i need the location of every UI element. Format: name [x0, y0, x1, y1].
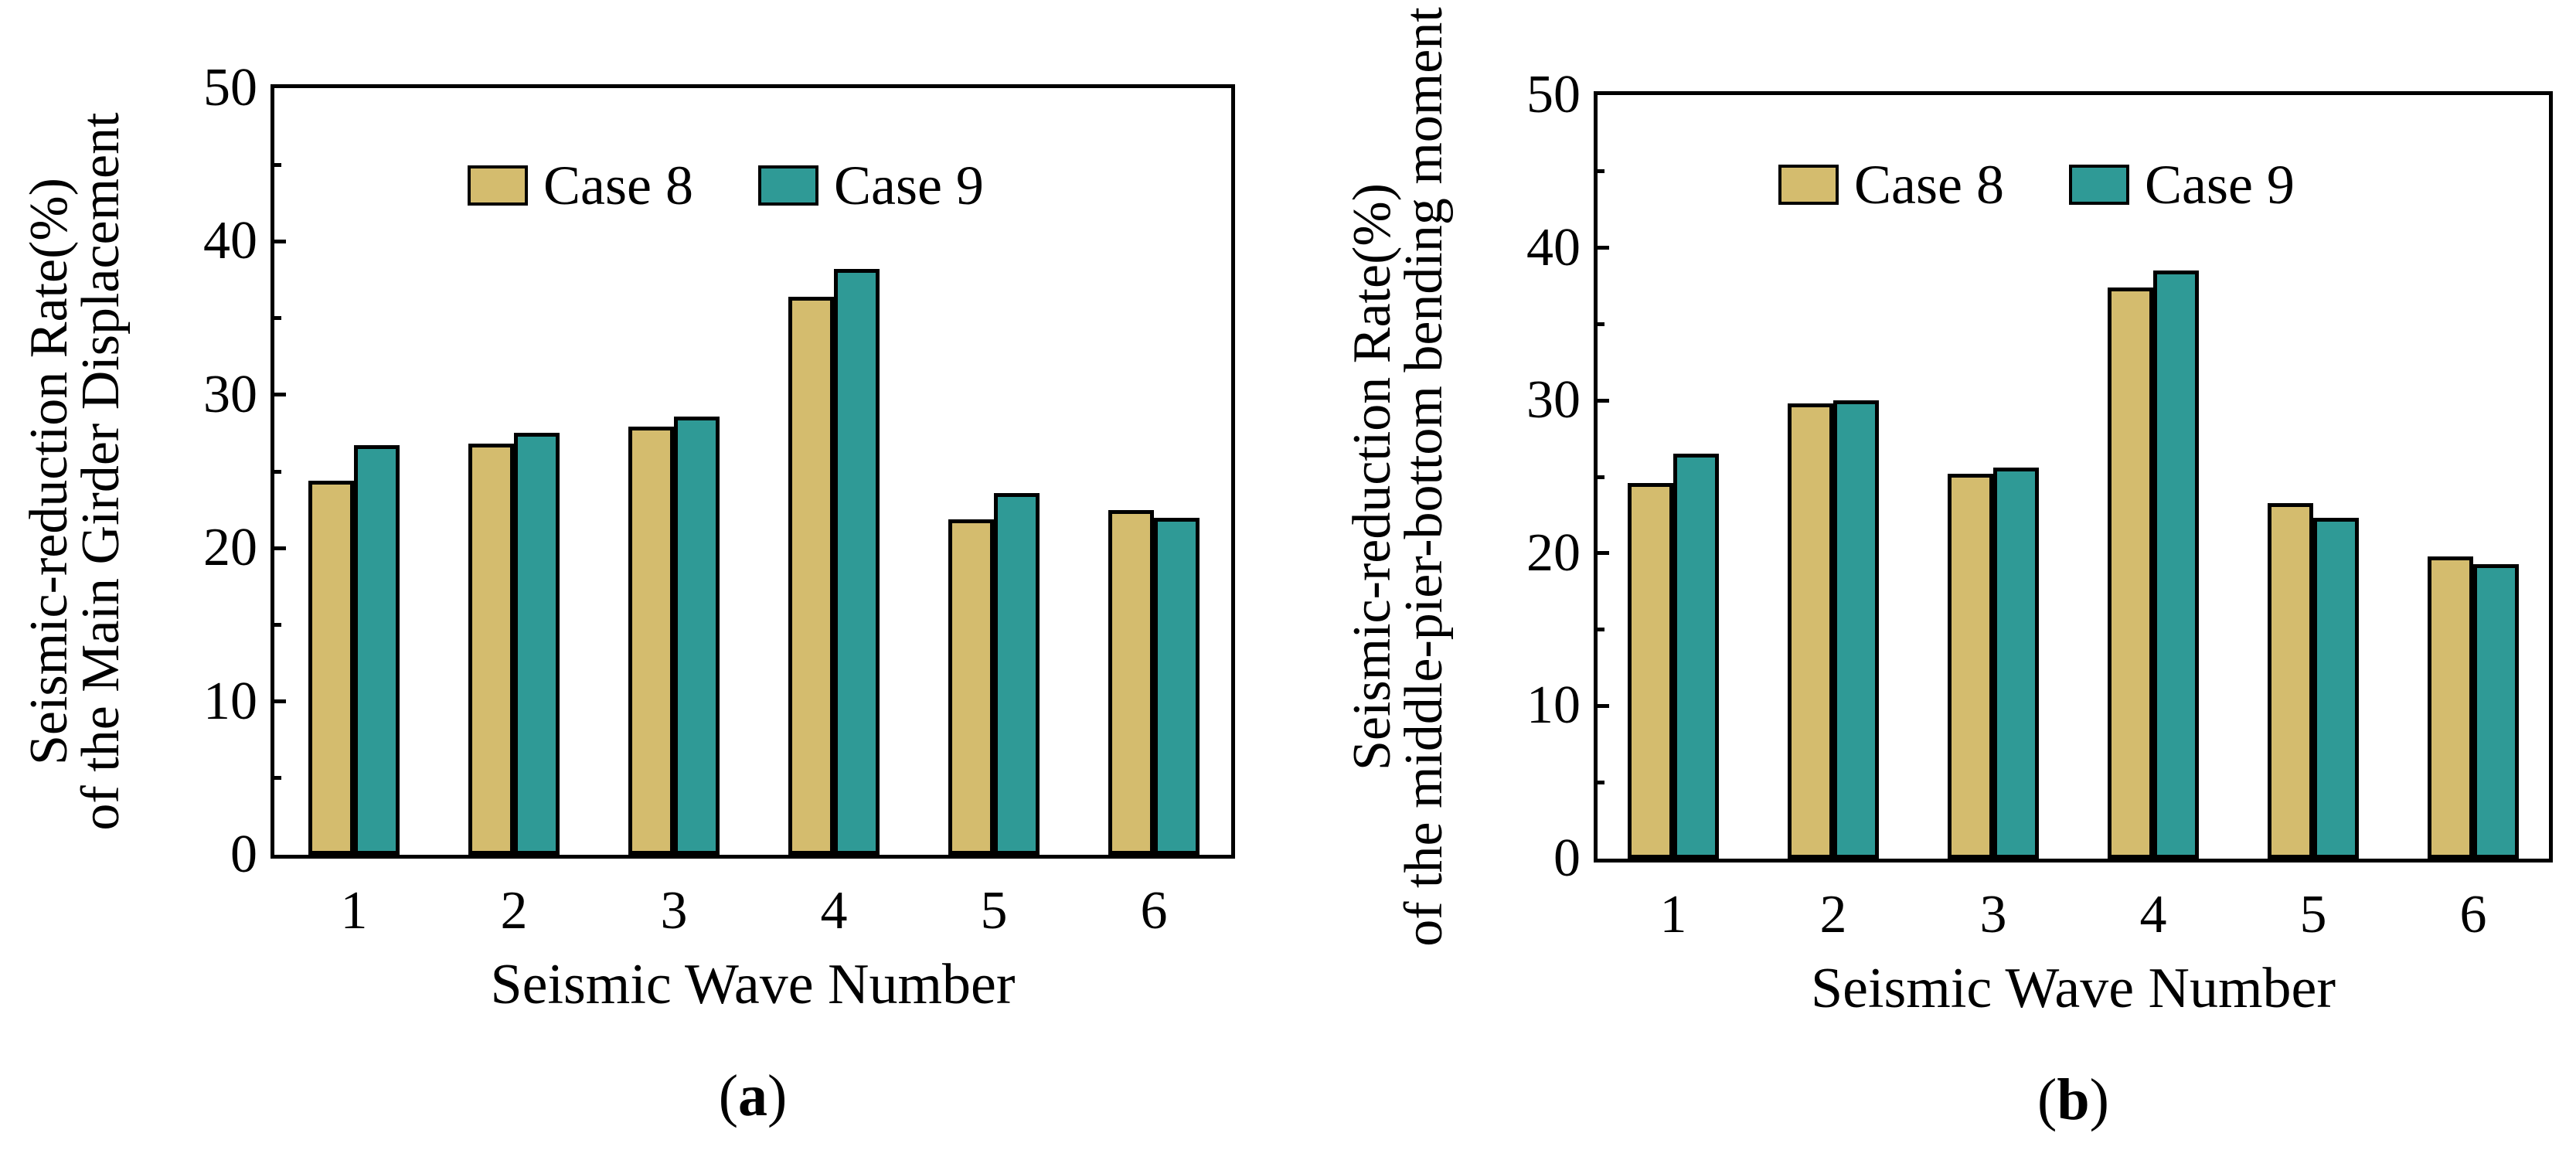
plot-area-b: Seismic-reduction Rate(%) of the middle-…	[1342, 7, 2553, 1132]
bar-case9-wave6	[1154, 518, 1200, 855]
y-major-tick	[1598, 246, 1609, 250]
bar-case9-wave3	[1993, 468, 2039, 859]
legend-entry-case9: Case 9	[757, 155, 984, 216]
panel-label-a: (a)	[274, 1062, 1231, 1130]
bar-case8-wave2	[468, 444, 514, 855]
panel-label-b-open: (	[2037, 1067, 2057, 1132]
bar-case8-wave3	[1948, 474, 1993, 859]
bar-case8-wave1	[308, 481, 354, 855]
legend-entry-case8: Case 8	[468, 155, 693, 216]
y-tick-label: 50	[203, 58, 257, 117]
y-major-tick	[1598, 703, 1609, 708]
panel-label-a-open: (	[718, 1063, 738, 1128]
y-minor-tick	[274, 776, 281, 781]
y-axis-title-a: Seismic-reduction Rate(%) of the Main Gi…	[19, 112, 131, 831]
bar-case9-wave2	[1833, 400, 1879, 859]
x-tick-label: 4	[2139, 885, 2167, 944]
bar-case9-wave1	[354, 445, 400, 855]
legend-label-case9: Case 9	[2144, 154, 2295, 216]
legend-label-case9: Case 9	[833, 155, 984, 216]
bar-case9-wave4	[2153, 270, 2199, 859]
plot-area-a: Seismic-reduction Rate(%) of the Main Gi…	[19, 58, 1235, 1128]
x-tick-label: 4	[820, 881, 848, 941]
bar-case9-wave3	[674, 417, 720, 855]
panel-label-b-letter: b	[2057, 1067, 2090, 1132]
legend-label-case8: Case 8	[1854, 154, 2004, 216]
y-tick-label: 30	[1526, 370, 1581, 430]
y-tick-label: 20	[203, 518, 257, 578]
y-tick-label: 40	[1526, 217, 1581, 277]
bar-case8-wave6	[1108, 510, 1154, 855]
y-tick-label: 0	[230, 825, 257, 884]
y-axis-title-b: Seismic-reduction Rate(%) of the middle-…	[1342, 7, 1454, 947]
bar-case9-wave5	[994, 493, 1040, 855]
y-tick-label: 40	[203, 211, 257, 271]
panel-label-b: (b)	[1598, 1066, 2549, 1134]
y-axis-title-a-line2: of the Main Girder Displacement	[71, 112, 131, 831]
legend-swatch-case8	[468, 165, 528, 206]
legend-swatch-case8	[1778, 165, 1839, 205]
x-tick-label: 6	[2459, 885, 2487, 944]
x-tick-label: 6	[1140, 881, 1168, 941]
bar-case8-wave5	[948, 519, 994, 855]
bar-case9-wave5	[2313, 518, 2359, 859]
bar-case8-wave2	[1788, 403, 1833, 859]
y-axis-title-a-line1: Seismic-reduction Rate(%)	[19, 177, 79, 766]
x-axis-title-a: Seismic Wave Number	[490, 953, 1016, 1016]
y-minor-tick	[274, 469, 281, 474]
y-tick-label: 10	[1526, 675, 1581, 736]
bar-case8-wave4	[2108, 288, 2153, 859]
x-tick-label: 3	[1979, 885, 2007, 944]
legend-a: Case 8 Case 9	[468, 155, 984, 216]
y-minor-tick	[1598, 475, 1604, 479]
panel-label-a-close: )	[767, 1063, 788, 1128]
x-tick-label: 1	[1659, 885, 1687, 944]
y-axis-title-b-line1: Seismic-reduction Rate(%)	[1342, 182, 1402, 771]
x-tick-label: 2	[1819, 885, 1847, 944]
y-major-tick	[274, 699, 286, 704]
y-major-tick	[274, 393, 286, 397]
legend-entry-case9: Case 9	[2068, 154, 2295, 216]
y-minor-tick	[1598, 169, 1604, 174]
y-tick-label: 10	[203, 671, 257, 731]
bar-case8-wave3	[628, 427, 674, 855]
y-tick-label: 0	[1553, 828, 1581, 888]
x-tick-label: 3	[660, 881, 688, 941]
bar-case8-wave5	[2268, 503, 2313, 859]
bar-case8-wave4	[788, 297, 834, 855]
panel-label-b-close: )	[2089, 1067, 2109, 1132]
y-minor-tick	[1598, 322, 1604, 326]
y-major-tick	[1598, 551, 1609, 556]
bar-case9-wave4	[834, 269, 880, 855]
legend-entry-case8: Case 8	[1778, 154, 2004, 216]
bar-case9-wave2	[514, 433, 560, 855]
y-minor-tick	[1598, 780, 1604, 784]
bar-case8-wave6	[2428, 556, 2473, 859]
y-major-tick	[1598, 398, 1609, 403]
y-minor-tick	[1598, 628, 1604, 632]
bar-case9-wave1	[1673, 454, 1719, 859]
y-major-tick	[274, 546, 286, 550]
y-tick-label: 20	[1526, 522, 1581, 583]
y-major-tick	[274, 239, 286, 243]
x-axis-title-b: Seismic Wave Number	[1810, 957, 2336, 1020]
panel-label-a-letter: a	[738, 1063, 767, 1128]
x-tick-label: 5	[2299, 885, 2327, 944]
y-tick-label: 50	[1526, 65, 1581, 124]
bar-case9-wave6	[2473, 564, 2519, 859]
y-axis-title-b-line2: of the middle-pier-bottom bending moment	[1394, 7, 1454, 947]
y-minor-tick	[274, 622, 281, 627]
x-tick-label: 1	[340, 881, 368, 941]
y-minor-tick	[274, 316, 281, 321]
bar-case8-wave1	[1628, 483, 1673, 859]
legend-swatch-case9	[2068, 165, 2129, 205]
legend-swatch-case9	[757, 165, 818, 206]
legend-label-case8: Case 8	[543, 155, 693, 216]
x-tick-label: 2	[500, 881, 528, 941]
y-minor-tick	[274, 162, 281, 167]
x-tick-label: 5	[980, 881, 1008, 941]
legend-b: Case 8 Case 9	[1778, 154, 2295, 216]
y-tick-label: 30	[203, 364, 257, 424]
